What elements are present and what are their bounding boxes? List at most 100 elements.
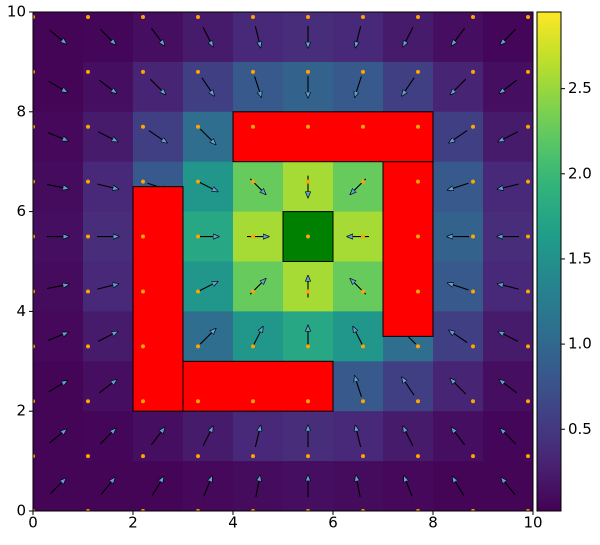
plot-frame xyxy=(32,11,534,512)
vector-arrow xyxy=(451,27,466,46)
vector-arrow xyxy=(356,475,361,497)
sample-point xyxy=(526,344,530,349)
sample-point xyxy=(196,289,200,294)
sample-point xyxy=(416,179,420,184)
vector-arrow xyxy=(97,284,118,290)
x-tick-label: 8 xyxy=(428,514,438,532)
sample-point xyxy=(361,344,365,349)
sample-point xyxy=(251,399,255,404)
y-tick-label: 6 xyxy=(16,202,26,220)
vector-arrow xyxy=(450,78,467,95)
vector-arrow xyxy=(254,425,260,447)
sample-point xyxy=(526,124,530,129)
colorbar-tick-label: 2.0 xyxy=(568,164,592,182)
sample-point xyxy=(361,69,365,74)
sample-point xyxy=(251,179,255,184)
colorbar xyxy=(536,11,562,512)
sample-point xyxy=(196,14,200,19)
sample-point xyxy=(471,399,475,404)
vector-arrow xyxy=(148,130,167,143)
vector-arrow xyxy=(499,380,518,394)
vector-arrow xyxy=(402,377,415,396)
sample-point xyxy=(416,399,420,404)
vector-arrow xyxy=(199,329,216,345)
vector-arrow xyxy=(254,76,262,97)
vector-arrow xyxy=(48,80,68,92)
y-tick-label: 0 xyxy=(16,502,26,520)
vector-arrow xyxy=(151,477,163,496)
vector-arrow xyxy=(353,327,364,347)
sample-point xyxy=(196,69,200,74)
sample-point xyxy=(471,454,475,459)
vector-arrow xyxy=(100,478,115,495)
vector-arrow xyxy=(48,381,68,393)
sample-point xyxy=(251,69,255,74)
obstacle xyxy=(182,360,334,412)
colorbar-tick-label: 0.5 xyxy=(568,420,592,438)
vector-arrow xyxy=(500,28,517,45)
vector-arrow xyxy=(201,77,214,96)
vector-arrow xyxy=(99,428,116,445)
sample-point xyxy=(526,69,530,74)
sample-point xyxy=(416,69,420,74)
y-tick-label: 4 xyxy=(16,302,26,320)
vector-arrow xyxy=(47,132,68,141)
sample-point xyxy=(86,179,90,184)
vector-arrow xyxy=(49,478,66,495)
sample-point xyxy=(141,289,145,294)
vector-arrow xyxy=(197,181,218,192)
vector-arrow xyxy=(202,426,213,447)
sample-point xyxy=(86,289,90,294)
sample-point xyxy=(251,289,255,294)
sample-point xyxy=(306,234,310,239)
sample-point xyxy=(86,344,90,349)
vector-arrow xyxy=(450,378,467,395)
sample-point xyxy=(306,69,310,74)
sample-point xyxy=(306,124,310,129)
sample-point xyxy=(196,344,200,349)
sample-point xyxy=(306,179,310,184)
vector-arrow xyxy=(355,425,362,447)
x-tick-label: 0 xyxy=(28,514,38,532)
vector-arrow xyxy=(99,28,116,45)
obstacle xyxy=(132,186,184,412)
vector-arrow xyxy=(98,380,117,394)
vector-arrow xyxy=(402,77,415,96)
sample-point xyxy=(86,234,90,239)
sample-point xyxy=(361,399,365,404)
sample-point xyxy=(416,234,420,239)
colorbar-tick-label: 1.5 xyxy=(568,249,592,267)
sample-point xyxy=(471,289,475,294)
vector-arrow xyxy=(449,330,468,343)
sample-point xyxy=(526,289,530,294)
vector-arrow xyxy=(499,79,518,93)
obstacle xyxy=(382,161,434,337)
sample-point xyxy=(196,179,200,184)
sample-point xyxy=(471,124,475,129)
sample-point xyxy=(141,14,145,19)
sample-point xyxy=(361,14,365,19)
vector-arrow xyxy=(150,27,164,46)
sample-point xyxy=(86,454,90,459)
vector-arrow xyxy=(203,476,212,497)
sample-point xyxy=(306,289,310,294)
y-tick-label: 2 xyxy=(16,402,26,420)
sample-point xyxy=(416,124,420,129)
vector-arrow xyxy=(404,476,413,497)
sample-point xyxy=(526,399,530,404)
y-tick-label: 10 xyxy=(7,3,26,21)
sample-point xyxy=(86,124,90,129)
sample-point xyxy=(251,14,255,19)
sample-point xyxy=(416,344,420,349)
vector-arrow xyxy=(47,332,68,341)
vector-arrow xyxy=(448,182,469,190)
vector-arrow xyxy=(98,79,117,93)
x-tick-label: 4 xyxy=(228,514,238,532)
vector-arrow xyxy=(497,284,519,290)
sample-point xyxy=(471,14,475,19)
sample-point xyxy=(86,14,90,19)
vector-arrow xyxy=(97,131,118,142)
sample-point xyxy=(306,14,310,19)
